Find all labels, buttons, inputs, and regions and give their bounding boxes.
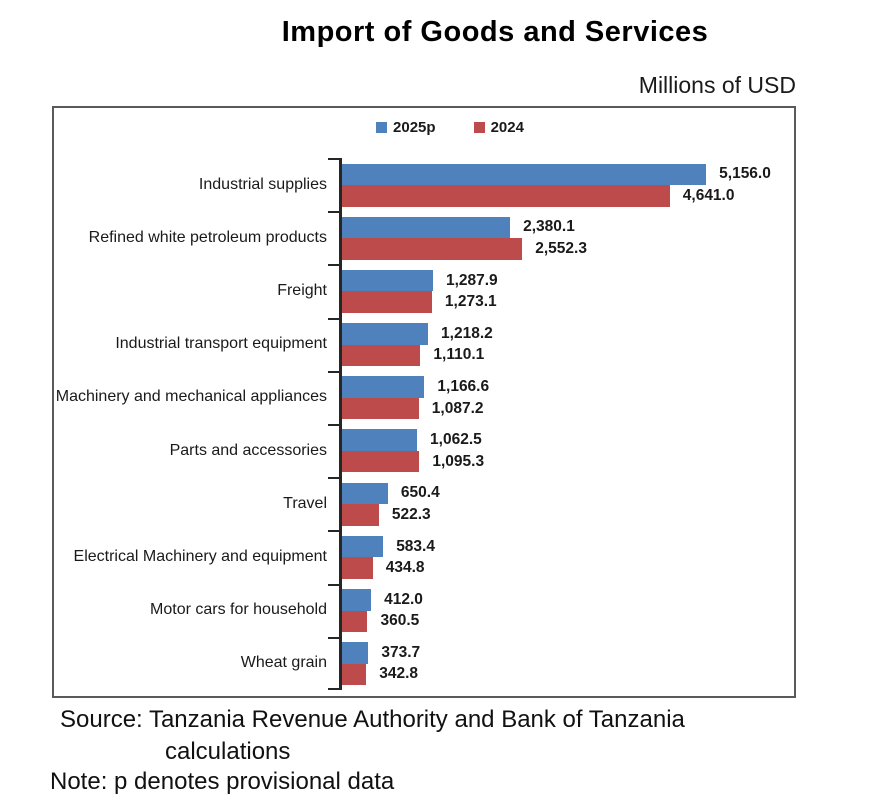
bar-group: 583.4 434.8 [339,530,794,583]
category-label: Wheat grain [240,654,327,672]
chart-row: Parts and accessories 1,062.5 1,095.3 [54,424,794,477]
value-label: 1,218.2 [441,324,493,342]
note-text: Note: p denotes provisional data [50,768,395,795]
chart-row: Freight 1,287.9 1,273.1 [54,264,794,317]
chart-row: Wheat grain 373.7 342.8 [54,637,794,690]
value-label: 2,380.1 [523,218,575,236]
bar-2025p: 412.0 [342,589,423,611]
bar-rows: Industrial supplies 5,156.0 4,641.0 Refi… [54,158,794,690]
axis-tick [328,317,339,320]
bar-2024: 1,087.2 [342,397,484,420]
bar-2025p: 1,218.2 [342,323,493,345]
bar-2024: 4,641.0 [342,185,734,207]
chart-title: Import of Goods and Services [281,16,709,48]
bar-group: 1,218.2 1,110.1 [339,318,794,371]
bar-group: 5,156.0 4,641.0 [339,158,794,211]
bar-group: 1,166.6 1,087.2 [339,371,794,424]
bar-2024: 1,095.3 [342,450,484,473]
bar-group: 412.0 360.5 [339,584,794,637]
bar-2024: 2,552.3 [342,238,587,260]
value-label: 434.8 [385,559,425,577]
legend-item-2025p: 2025p [376,119,436,136]
axis-tick [328,424,339,426]
axis-tick [328,636,339,639]
value-label: 342.8 [379,665,418,683]
value-label: 583.4 [396,537,435,555]
bar-group: 2,380.1 2,552.3 [339,211,794,264]
category-label: Parts and accessories [169,441,327,459]
value-label: 360.5 [380,612,420,630]
value-label: 412.0 [384,590,423,608]
chart-row: Industrial supplies 5,156.0 4,641.0 [54,158,794,211]
category-label: Industrial supplies [198,175,327,193]
chart-row: Electrical Machinery and equipment 583.4… [54,530,794,583]
bar-group: 650.4 522.3 [339,477,794,530]
plot: Industrial supplies 5,156.0 4,641.0 Refi… [54,158,794,690]
axis-tick [328,583,339,586]
legend-swatch-2025p [376,122,388,133]
value-label: 1,062.5 [430,431,482,449]
category-label: Refined white petroleum products [88,228,327,246]
axis-tick [328,370,339,373]
axis-tick [328,211,339,214]
category-label: Travel [283,494,327,512]
category-axis [339,158,342,690]
axis-tick [328,688,339,690]
value-label: 1,095.3 [432,452,485,470]
bar-2025p: 1,287.9 [342,269,498,292]
bar-2025p: 373.7 [342,642,420,664]
chart-row: Industrial transport equipment 1,218.2 1… [54,318,794,371]
bar-2025p: 650.4 [342,482,440,505]
bar-2024: 342.8 [342,663,418,686]
value-label: 1,087.2 [431,399,484,417]
category-label: Machinery and mechanical appliances [55,388,327,406]
source-text: Source: Tanzania Revenue Authority and B… [60,706,685,733]
legend: 2025p 2024 [54,119,794,136]
bar-2024: 360.5 [342,610,419,632]
bar-2025p: 5,156.0 [342,163,771,185]
category-label: Industrial transport equipment [115,335,327,353]
bar-2025p: 2,380.1 [342,216,575,239]
bar-2025p: 583.4 [342,535,435,558]
value-label: 5,156.0 [719,165,771,183]
source-text-line2: calculations [165,738,291,765]
bar-2024: 1,110.1 [342,344,484,367]
legend-label: 2025p [393,119,436,136]
value-label: 1,166.6 [437,378,490,395]
chart-row: Refined white petroleum products 2,380.1… [54,211,794,264]
axis-tick [328,530,339,533]
axis-units-label: Millions of USD [638,72,796,98]
value-label: 2,552.3 [535,239,587,257]
value-label: 650.4 [400,484,440,502]
axis-tick [328,158,339,160]
legend-swatch-2024 [473,122,485,133]
bar-2024: 522.3 [342,504,431,526]
value-label: 522.3 [391,505,431,523]
value-label: 373.7 [381,643,421,661]
axis-tick [328,477,339,480]
bar-2024: 434.8 [342,557,425,579]
chart-row: Motor cars for household 412.0 360.5 [54,584,794,637]
category-label: Motor cars for household [150,601,327,619]
bar-group: 373.7 342.8 [339,637,794,690]
value-label: 4,641.0 [682,186,735,204]
axis-tick [328,264,339,267]
value-label: 1,273.1 [444,293,497,311]
bar-2025p: 1,166.6 [342,376,489,398]
chart-row: Machinery and mechanical appliances 1,16… [54,371,794,424]
category-label: Freight [277,281,327,299]
legend-item-2024: 2024 [473,119,524,136]
bar-group: 1,287.9 1,273.1 [339,264,794,317]
value-label: 1,110.1 [433,346,485,364]
bar-2025p: 1,062.5 [342,429,482,451]
category-label: Electrical Machinery and equipment [73,547,327,565]
bar-2024: 1,273.1 [342,291,497,313]
bar-group: 1,062.5 1,095.3 [339,424,794,477]
value-label: 1,287.9 [445,271,498,289]
chart-row: Travel 650.4 522.3 [54,477,794,530]
legend-label: 2024 [490,119,524,136]
chart-area: 2025p 2024 Industrial supplies 5,156.0 4,… [52,106,796,698]
